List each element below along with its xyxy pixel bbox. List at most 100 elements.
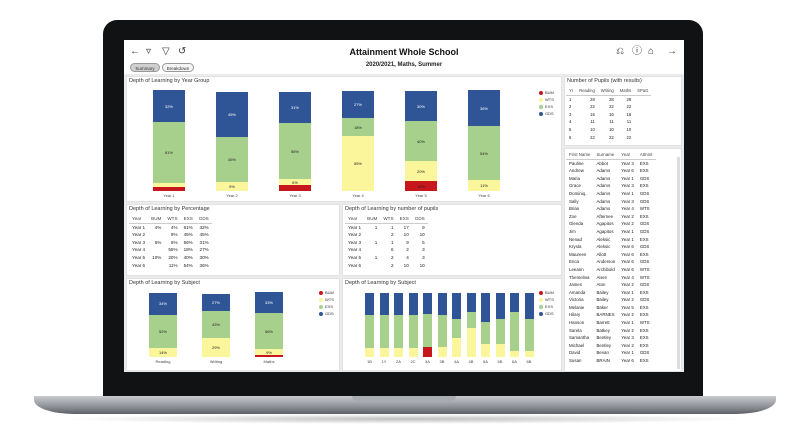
bar-segment-exs[interactable]: 43% — [202, 310, 230, 339]
bar-segment-gds[interactable] — [452, 293, 461, 319]
pupil-list-scrollbar[interactable] — [677, 157, 680, 369]
pupil_counts-col-header[interactable]: Reading — [576, 87, 598, 96]
pupils-col-header[interactable]: Year — [618, 151, 637, 160]
bar-segment-wts[interactable] — [394, 348, 403, 357]
table-row[interactable]: Year 4 6 2 3 — [345, 246, 428, 254]
table-row[interactable]: Grace Adams Year 3 EXS — [566, 182, 656, 190]
pupils-col-header[interactable]: Attnmt — [636, 151, 656, 160]
bar-segment-gds[interactable]: 36% — [468, 90, 500, 126]
bar-segment-wts[interactable] — [437, 347, 447, 357]
reset-icon[interactable]: ↺ — [178, 46, 187, 57]
tab-summary[interactable]: Summary — [130, 63, 160, 72]
legend-item[interactable]: WTS — [539, 296, 554, 303]
table-row[interactable]: Hilary BARNES Year 2 EXS — [566, 311, 656, 319]
bar-segment-wts[interactable] — [524, 350, 534, 357]
bar-segment-wts[interactable] — [495, 344, 505, 357]
bar-segment-gds[interactable]: 27% — [342, 91, 374, 118]
table-row[interactable]: Year 6 11% 54% 36% — [129, 262, 212, 270]
bar-segment-exs[interactable]: 52% — [149, 314, 177, 349]
forward-arrow-icon[interactable]: → — [667, 46, 677, 57]
legend-item[interactable]: EXS — [539, 103, 554, 110]
table-row[interactable]: Nenad Aleksic Year 1 EXS — [566, 236, 656, 244]
bar-segment-gds[interactable] — [510, 293, 519, 313]
bar-segment-exs[interactable]: 18% — [342, 118, 374, 136]
table-row[interactable]: Year 5 10% 20% 40% 30% — [129, 254, 212, 262]
bar-segment-wts[interactable] — [452, 337, 461, 357]
bar-segment-exs[interactable] — [365, 314, 374, 349]
bar-segment-exs[interactable] — [408, 314, 418, 349]
bar-segment-exs[interactable] — [481, 321, 490, 345]
pct_table-col-header[interactable]: BUM — [148, 215, 165, 224]
bar-segment-exs[interactable]: 61% — [153, 122, 185, 183]
table-row[interactable]: Pauline Abbot Year 3 EXS — [566, 159, 656, 167]
table-row[interactable]: Year 2 9% 45% 45% — [129, 231, 212, 239]
bar-segment-gds[interactable] — [495, 293, 505, 319]
bar-segment-gds[interactable]: 45% — [216, 92, 248, 137]
bar-segment-gds[interactable]: 31% — [279, 92, 311, 123]
bar-segment-exs[interactable] — [379, 314, 389, 349]
table-row[interactable]: David Bevan Year 1 GDS — [566, 349, 656, 357]
bar-segment-wts[interactable] — [379, 348, 389, 357]
bar-segment-wts[interactable] — [408, 348, 418, 357]
table-row[interactable]: Samantha Bentley Year 3 EXS — [566, 334, 656, 342]
bar-segment-exs[interactable] — [423, 314, 432, 348]
bar-segment-exs[interactable]: 40% — [405, 121, 437, 161]
back-arrow-icon[interactable]: ← — [130, 46, 140, 57]
count_table-col-header[interactable]: Year — [345, 215, 365, 224]
bar-segment-wts[interactable]: 9% — [255, 349, 283, 356]
bar-segment-wts[interactable] — [466, 328, 476, 357]
count_table-col-header[interactable]: EXS — [396, 215, 412, 224]
filter-icon[interactable]: ▿ — [146, 46, 152, 57]
table-row[interactable]: Dominiq.. Adams Year 1 GDS — [566, 190, 656, 198]
bar-segment-wts[interactable] — [510, 350, 519, 357]
bar-segment-exs[interactable] — [466, 312, 476, 329]
table-row[interactable]: Victoria Bailey Year 2 GDS — [566, 296, 656, 304]
pct_table-col-header[interactable]: GDS — [195, 215, 212, 224]
bar-segment-gds[interactable] — [466, 293, 476, 313]
bar-segment-exs[interactable] — [495, 318, 505, 345]
bar-segment-gds[interactable]: 33% — [255, 292, 283, 314]
pct_table-col-header[interactable]: WTS — [164, 215, 181, 224]
table-row[interactable]: Year 3 6% 6% 56% 31% — [129, 239, 212, 247]
table-row[interactable]: Year 1 4% 4% 61% 32% — [129, 223, 212, 231]
table-row[interactable]: Leeann Archibold Year 6 WTS — [566, 266, 656, 274]
bar-segment-gds[interactable] — [365, 293, 374, 315]
bar-segment-wts[interactable]: 11% — [468, 180, 500, 191]
table-row[interactable]: 3 16 16 16 — [566, 111, 651, 119]
bar-segment-exs[interactable] — [510, 312, 519, 351]
legend-item[interactable]: GDS — [539, 110, 554, 117]
legend-item[interactable]: BUM — [319, 289, 334, 296]
bar-segment-exs[interactable] — [437, 315, 447, 348]
pupil_counts-col-header[interactable]: Maths — [616, 87, 635, 96]
table-row[interactable]: Jim Agapitos Year 1 GDS — [566, 228, 656, 236]
bar-segment-gds[interactable]: 30% — [405, 91, 437, 121]
bar-segment-gds[interactable] — [423, 293, 432, 315]
legend-item[interactable]: BUM — [539, 89, 554, 96]
bar-segment-exs[interactable]: 56% — [279, 123, 311, 179]
bar-segment-wts[interactable] — [153, 183, 185, 187]
table-row[interactable]: 2 22 22 22 — [566, 103, 651, 111]
table-row[interactable]: Year 2 2 10 10 — [345, 231, 428, 239]
bar-segment-gds[interactable] — [437, 293, 447, 316]
table-row[interactable]: Sally Adams Year 3 GDS — [566, 198, 656, 206]
table-row[interactable]: Year 5 1 2 4 3 — [345, 254, 428, 262]
home-icon[interactable]: ⌂ — [648, 46, 655, 57]
table-row[interactable]: Andrew Adams Year 6 EXS — [566, 167, 656, 175]
table-row[interactable]: 1 28 28 28 — [566, 95, 651, 103]
bar-segment-wts[interactable]: 20% — [405, 161, 437, 181]
bar-segment-gds[interactable] — [394, 293, 403, 315]
bar-segment-exs[interactable]: 56% — [255, 313, 283, 350]
pupil_counts-col-header[interactable]: Yr — [566, 87, 577, 96]
pupils-col-header[interactable]: Surname — [593, 151, 619, 160]
table-row[interactable]: Susan BRAIN Year 6 EXS — [566, 357, 656, 365]
table-row[interactable]: Sarela Batkey Year 2 EXS — [566, 327, 656, 335]
bar-segment-gds[interactable]: 34% — [149, 293, 177, 315]
count_table-col-header[interactable]: GDS — [411, 215, 428, 224]
table-row[interactable]: Glenda Agapitos Year 2 GDS — [566, 220, 656, 228]
bar-segment-bum[interactable] — [255, 355, 283, 357]
pupil_counts-col-header[interactable]: SPaG — [634, 87, 652, 96]
bar-segment-wts[interactable]: 9% — [216, 182, 248, 191]
table-row[interactable]: Maria Adams Year 1 GDS — [566, 175, 656, 183]
table-row[interactable]: Melanie Baker Year 5 EXS — [566, 304, 656, 312]
legend-item[interactable]: WTS — [319, 296, 334, 303]
